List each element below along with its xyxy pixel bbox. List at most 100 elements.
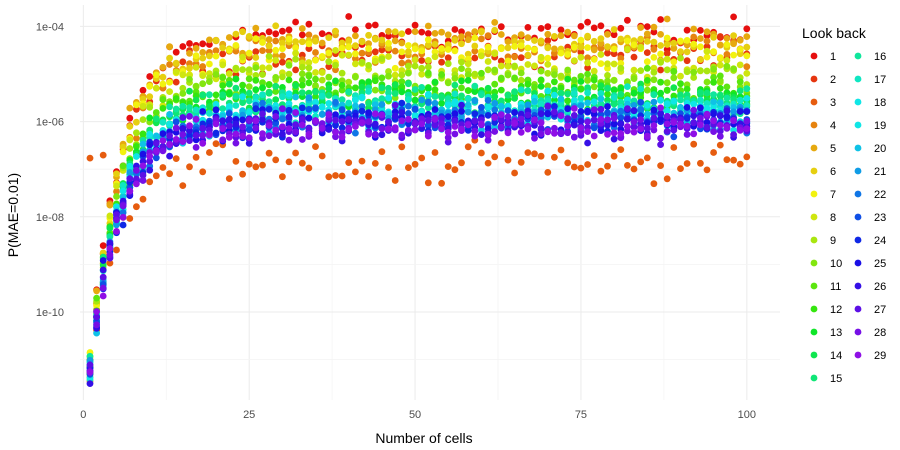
data-point — [710, 74, 717, 81]
legend-label: 9 — [830, 235, 836, 247]
data-point — [710, 33, 717, 41]
data-point — [597, 100, 605, 108]
data-point — [279, 27, 286, 35]
data-point — [265, 52, 273, 60]
data-point — [358, 49, 366, 57]
data-point — [332, 77, 339, 85]
data-point — [471, 127, 479, 135]
data-point — [285, 136, 293, 144]
data-point — [245, 109, 253, 117]
data-point — [119, 221, 127, 229]
data-point — [312, 82, 319, 89]
data-point — [657, 66, 664, 74]
data-point — [657, 104, 664, 112]
data-point — [663, 107, 671, 115]
data-point — [584, 64, 591, 72]
data-point — [365, 22, 372, 30]
data-point — [577, 48, 585, 56]
data-point — [232, 158, 240, 165]
data-point — [159, 105, 167, 112]
data-point — [524, 44, 532, 52]
data-point — [245, 89, 253, 97]
data-point — [338, 172, 346, 180]
data-point — [544, 169, 552, 176]
data-point — [199, 131, 207, 139]
data-point — [643, 119, 651, 127]
data-point — [617, 146, 625, 154]
data-point — [252, 163, 260, 171]
data-point — [259, 99, 266, 107]
data-point — [106, 233, 114, 241]
data-point — [564, 122, 572, 130]
data-point — [139, 116, 147, 123]
data-point — [166, 120, 174, 128]
data-point — [743, 63, 751, 71]
data-point — [458, 28, 465, 36]
data-point — [444, 101, 452, 109]
data-point — [206, 149, 213, 156]
data-point — [584, 128, 591, 136]
data-point — [438, 179, 445, 187]
data-point — [126, 123, 134, 130]
data-point — [478, 52, 485, 60]
data-point — [531, 98, 538, 105]
data-point — [577, 85, 585, 93]
data-point — [332, 128, 339, 136]
data-point — [577, 73, 585, 80]
data-point — [424, 116, 432, 124]
axes: 0 25 50 75 100 1e-10 1e-08 1e-06 1e-04 — [36, 21, 756, 421]
data-point — [325, 73, 333, 81]
data-point — [431, 86, 439, 93]
data-point — [225, 133, 233, 141]
data-point — [398, 39, 406, 47]
data-point — [537, 83, 545, 90]
data-point — [199, 91, 207, 99]
data-point — [504, 119, 512, 127]
data-point — [179, 102, 187, 110]
data-point — [272, 113, 280, 120]
data-point — [199, 168, 207, 176]
data-point — [279, 105, 286, 113]
data-point — [697, 27, 704, 34]
data-point — [305, 164, 313, 172]
data-point — [438, 120, 445, 127]
data-point — [99, 151, 107, 159]
data-point — [584, 70, 591, 78]
data-point — [590, 37, 598, 45]
data-point — [398, 83, 406, 91]
legend-item: 16 — [854, 51, 886, 63]
data-point — [730, 65, 737, 73]
data-point — [478, 120, 485, 128]
data-point — [119, 162, 127, 170]
data-point — [630, 75, 638, 82]
data-point — [305, 45, 313, 52]
data-point — [385, 39, 392, 47]
data-point — [497, 31, 505, 38]
data-point — [610, 45, 618, 53]
data-point — [657, 89, 664, 97]
data-point — [265, 106, 273, 113]
data-point — [537, 37, 545, 45]
data-point — [365, 31, 372, 39]
legend-label: 15 — [830, 373, 842, 385]
data-point — [570, 133, 578, 141]
data-point — [544, 30, 552, 38]
data-points — [86, 13, 751, 387]
data-point — [643, 38, 651, 45]
data-point — [590, 67, 598, 75]
data-point — [345, 99, 353, 107]
data-point — [604, 60, 611, 68]
data-point — [405, 110, 412, 117]
data-point — [192, 144, 200, 151]
data-point — [371, 35, 379, 43]
data-point — [371, 77, 379, 85]
data-point — [179, 90, 187, 97]
data-point — [398, 48, 406, 56]
legend-item: 22 — [854, 189, 886, 201]
data-point — [192, 44, 200, 52]
legend-key — [810, 144, 818, 152]
data-point — [710, 65, 717, 73]
data-point — [126, 145, 134, 152]
legend-key — [810, 75, 818, 83]
data-point — [166, 152, 174, 160]
